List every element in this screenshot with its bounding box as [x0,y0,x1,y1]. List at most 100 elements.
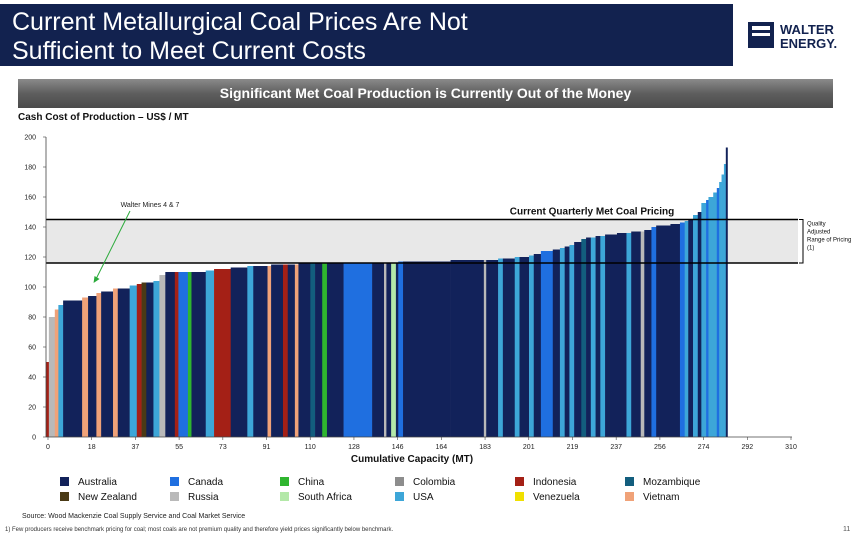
bar-ca [679,222,685,437]
bar-au [253,266,268,437]
x-tick-label: 110 [305,444,316,451]
legend-item-colombia: Colombia [395,477,455,491]
bar-us [723,164,727,437]
bar-us [498,258,504,437]
bar-au [372,263,385,437]
legend-item-indonesia: Indonesia [515,477,576,491]
x-tick-label: 146 [392,444,404,451]
bar-id [136,284,142,437]
bar-au [403,261,451,437]
chart-legend: Australia Canada China Colombia Indonesia Moz… [60,477,780,507]
bar-au [595,236,601,437]
bar-au [670,224,681,437]
bar-au [697,212,702,437]
legend-swatch [60,477,69,486]
bar-au [552,249,561,437]
legend-swatch [395,492,404,501]
bar-id [282,264,289,437]
bar-ca [651,227,657,437]
legend-item-vietnam: Vietnam [625,492,680,506]
bar-au [502,258,516,437]
bar-mz [310,263,316,437]
x-axis-title: Cumulative Capacity (MT) [351,454,473,465]
bar-au [486,260,499,437]
x-tick-label: 55 [175,444,183,451]
bar-au [656,225,671,437]
bar-id [174,272,179,437]
legend-label: Venezuela [533,492,580,503]
logo-mark-icon [748,22,774,48]
bar-au [271,264,284,437]
legend-swatch [170,477,179,486]
x-tick-label: 18 [88,444,96,451]
legend-item-usa: USA [395,492,434,506]
legend-item-mozambique: Mozambique [625,477,700,491]
bar-us [721,174,725,437]
bar-au [117,288,130,437]
legend-swatch [280,477,289,486]
legend-swatch [395,477,404,486]
bar-mz [581,239,587,437]
bar-vn [96,293,102,437]
bar-au [631,231,642,437]
bar-cn [187,272,192,437]
legend-item-new-zealand: New Zealand [60,492,137,506]
bar-au [165,272,176,437]
y-tick-label: 20 [28,405,36,412]
legend-item-venezuela: Venezuela [515,492,580,506]
bar-au [605,234,618,437]
bar-us [514,257,520,437]
bar-vn [267,266,272,437]
bar-vn [294,264,299,437]
bar-us [590,237,596,437]
y-tick-label: 80 [28,315,36,322]
legend-label: New Zealand [78,492,137,503]
x-tick-label: 256 [654,444,666,451]
page-number: 11 [843,526,851,533]
bar-au [688,219,694,437]
bar-au [191,272,207,437]
y-tick-label: 120 [24,255,36,262]
bar-au [533,254,542,437]
legend-swatch [625,492,634,501]
legend-item-south-africa: South Africa [280,492,352,506]
legend-swatch [280,492,289,501]
y-tick-label: 160 [24,195,36,202]
pricing-range-bracket [799,219,804,264]
slide-header: Current Metallurgical Coal Prices Are No… [0,0,863,70]
slide-title-line-1: Current Metallurgical Coal Prices Are No… [12,8,468,36]
y-tick-label: 200 [24,135,36,142]
bar-au [88,296,97,437]
bar-ca [178,272,189,437]
legend-label: Colombia [413,477,456,488]
bar-us [708,197,714,437]
walter-mines-annotation: Walter Mines 4 & 7 [121,202,180,209]
logo-text-line-1: WALTER [780,22,834,37]
x-tick-label: 292 [741,444,753,451]
bar-vn [54,309,59,437]
cost-curve-chart: Current Quarterly Met Coal Pricing Qualit… [24,135,851,466]
legend-item-russia: Russia [170,492,219,506]
pricing-range-note: Quality Adjusted Range of Pricing (1) [807,222,851,252]
y-tick-label: 180 [24,165,36,172]
bar-ru [483,260,487,437]
legend-label: Russia [188,492,219,503]
x-tick-label: 274 [698,444,710,451]
bar-za [391,263,397,437]
bar-vn [113,288,119,437]
x-tick-label: 37 [132,444,140,451]
bar-us [247,266,254,437]
bar-us [205,270,215,437]
legend-label: Australia [78,477,117,488]
legend-item-canada: Canada [170,477,223,491]
legend-swatch [60,492,69,501]
x-tick-label: 73 [219,444,227,451]
bar-us [684,221,689,437]
y-tick-label: 0 [32,435,36,442]
bar-id [214,269,231,437]
annotation-arrow-head [93,276,100,283]
legend-swatch [515,477,524,486]
bar-ru [159,275,166,437]
legend-swatch [625,477,634,486]
x-tick-label: 237 [610,444,622,451]
